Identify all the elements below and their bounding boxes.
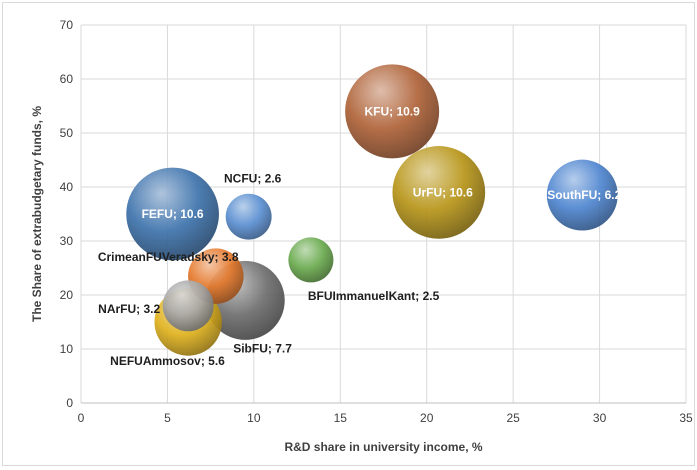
y-tick-label: 60	[60, 72, 74, 86]
bubble-series	[126, 64, 618, 356]
bubble-label: SouthFU; 6.2	[547, 188, 621, 202]
y-tick-label: 70	[60, 18, 74, 32]
x-tick-label: 20	[420, 411, 434, 425]
x-tick-label: 25	[506, 411, 520, 425]
x-tick-label: 35	[679, 411, 693, 425]
y-tick-label: 20	[60, 288, 74, 302]
axis-ticks: 0 5 10 15 20 25 30 35 0 10 20 30 40 50 60 70	[60, 18, 693, 425]
bubble-label: NArFU; 3.2	[98, 302, 160, 316]
bubble	[162, 280, 214, 332]
chart-canvas: FEFU; 10.6 NCFU; 2.6 KFU; 10.9 UrFU; 10.6 So…	[30, 18, 693, 454]
x-tick-label: 5	[164, 411, 171, 425]
bubble	[288, 237, 334, 283]
bubble	[392, 146, 486, 239]
bubble	[546, 159, 618, 231]
bubble-labels: FEFU; 10.6 NCFU; 2.6 KFU; 10.9 UrFU; 10.6 So…	[98, 104, 622, 368]
y-tick-label: 30	[60, 234, 74, 248]
x-tick-label: 10	[247, 411, 261, 425]
x-tick-label: 0	[78, 411, 85, 425]
y-tick-label: 50	[60, 126, 74, 140]
bubble	[225, 193, 272, 240]
y-tick-label: 40	[60, 180, 74, 194]
bubble-label: NEFUAmmosov; 5.6	[110, 354, 225, 368]
bubble-label: UrFU; 10.6	[413, 185, 473, 199]
x-axis-title: R&D share in university income, %	[284, 440, 482, 454]
bubble-label: CrimeanFUVeradsky; 3.8	[98, 250, 239, 264]
bubble-label: KFU; 10.9	[364, 104, 420, 118]
y-tick-label: 0	[66, 396, 73, 410]
bubble-label: NCFU; 2.6	[224, 172, 282, 186]
bubble	[126, 167, 219, 261]
x-tick-label: 15	[334, 411, 348, 425]
y-tick-label: 10	[60, 342, 74, 356]
bubble	[345, 64, 440, 159]
bubble-label: BFUImmanuelKant; 2.5	[308, 289, 440, 303]
x-tick-label: 30	[593, 411, 607, 425]
bubble-label: FEFU; 10.6	[142, 207, 204, 221]
bubble-label: SibFU; 7.7	[233, 341, 292, 355]
y-axis-title: The Share of extrabudgetary funds, %	[30, 106, 44, 322]
